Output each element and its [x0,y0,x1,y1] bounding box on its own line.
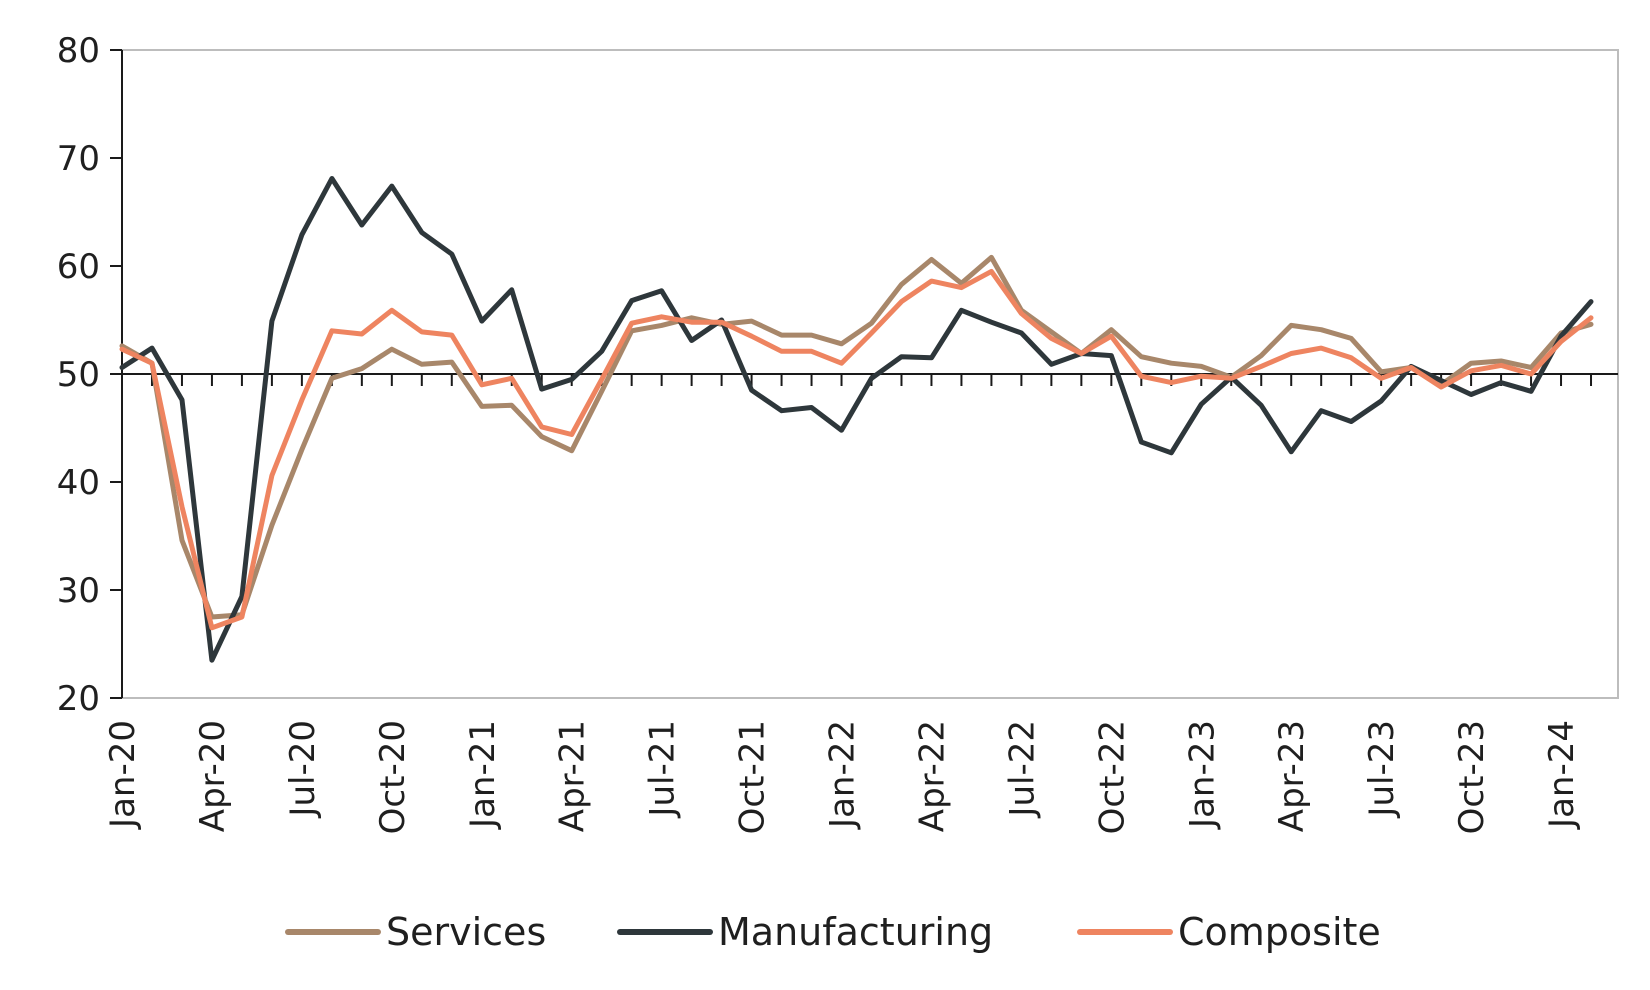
legend-label-services: Services [386,910,546,954]
y-tick-label: 20 [57,679,100,719]
x-tick-label: Jan-24 [1542,720,1582,830]
legend: Services Manufacturing Composite [285,910,1381,954]
y-axis: 20 30 40 50 60 70 80 [57,31,123,719]
x-tick-label: Jan-21 [463,720,503,830]
legend-label-composite: Composite [1178,910,1381,954]
x-tick-label: Apr-22 [912,720,952,832]
x-tick-label: Jan-22 [823,720,863,830]
series-lines [119,176,1594,663]
y-tick-label: 70 [57,139,100,179]
x-tick-label: Jul-22 [1002,720,1042,819]
x-tick-label: Jul-21 [643,720,683,819]
x-tick-label: Apr-21 [553,720,593,832]
x-tick-label: Jul-20 [283,720,323,819]
x-tick-label: Jan-20 [103,720,143,830]
y-tick-label: 40 [57,463,100,503]
x-tick-label: Oct-23 [1452,720,1492,834]
x-tick-label: Jul-23 [1362,720,1402,819]
legend-label-manufacturing: Manufacturing [718,910,993,954]
y-tick-label: 60 [57,247,100,287]
x-tick-label: Oct-21 [733,720,773,834]
x-tick-label: Jan-23 [1182,720,1222,830]
series-line-services [119,254,1594,620]
y-tick-label: 80 [57,31,100,71]
x-tick-label: Oct-20 [373,720,413,834]
x-tick-label: Apr-23 [1272,720,1312,832]
series-line-manufacturing [119,176,1594,663]
y-tick-label: 30 [57,571,100,611]
x-tick-label: Apr-20 [193,720,233,832]
x-tick-label: Oct-22 [1092,720,1132,834]
series-line-composite [119,268,1594,631]
x-axis: Jan-20 Apr-20 Jul-20 Oct-20 Jan-21 Apr-21 Jul-… [103,373,1618,834]
y-tick-label: 50 [57,355,100,395]
